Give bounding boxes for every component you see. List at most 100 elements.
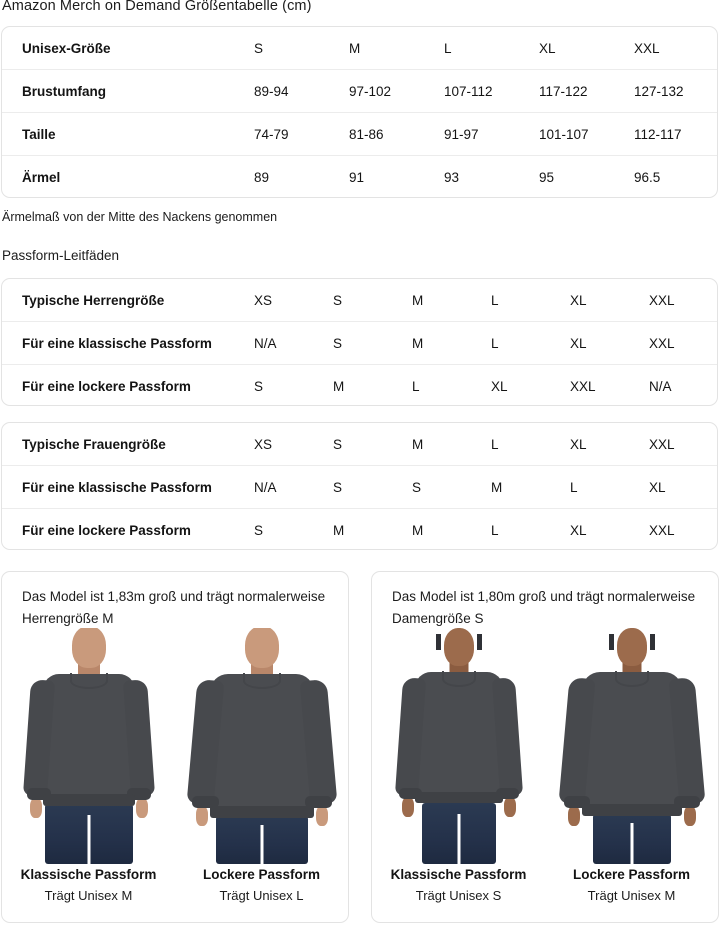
row-label-chest: Brustumfang: [2, 69, 254, 113]
row-label-waist: Taille: [2, 112, 254, 156]
cell-sleeve-s: 89: [254, 155, 349, 197]
cell-men-loose-6: N/A: [649, 364, 717, 405]
cell-men-typical-6: XXL: [649, 292, 675, 308]
cell-waist-xl: 101-107: [539, 112, 634, 156]
cell-waist-s: 74-79: [254, 112, 349, 156]
model-figures-men: [2, 628, 348, 864]
fit-label-wears: Trägt Unisex M: [44, 888, 133, 903]
model-figure-men-classic: [2, 628, 175, 864]
cell-men-typical-5: XL: [570, 292, 587, 308]
cell-men-loose-5: XXL: [570, 364, 649, 405]
cell-women-typical-5: XL: [570, 436, 587, 452]
cell-men-classic-5: XL: [570, 321, 649, 365]
measurements-size-header: XXL: [634, 40, 660, 56]
cell-waist-l: 91-97: [444, 112, 539, 156]
cell-men-classic-6: XXL: [649, 321, 717, 365]
cell-chest-m: 97-102: [349, 69, 444, 113]
measurements-size-header: M: [349, 40, 361, 56]
sleeve-measurement-note: Ärmelmaß von der Mitte des Nackens genom…: [2, 210, 278, 224]
cell-women-loose-2: M: [333, 508, 412, 549]
cell-men-loose-2: M: [333, 364, 412, 405]
cell-sleeve-xl: 95: [539, 155, 634, 197]
table-row: Typische Frauengröße XS S M L XL XXL: [2, 423, 717, 466]
model-caption-women: Das Model ist 1,80m groß und trägt norma…: [392, 589, 696, 626]
fit-label-title: Klassische Passform: [390, 867, 527, 882]
cell-women-typical-2: S: [333, 436, 343, 452]
model-figure-men-loose: [175, 628, 348, 864]
row-label-women-classic-fit: Für eine klassische Passform: [2, 465, 254, 509]
fit-label-title: Lockere Passform: [202, 867, 321, 882]
cell-sleeve-m: 91: [349, 155, 444, 197]
row-label-women-loose-fit: Für eine lockere Passform: [2, 508, 254, 549]
cell-men-typical-3: M: [412, 292, 424, 308]
cell-men-classic-2: S: [333, 321, 412, 365]
fit-label-title: Lockere Passform: [572, 867, 691, 882]
fit-label-women-loose: Lockere Passform Trägt Unisex M: [545, 864, 718, 906]
cell-men-loose-4: XL: [491, 364, 570, 405]
cell-men-typical-4: L: [491, 292, 499, 308]
table-row: Taille 74-79 81-86 91-97 101-107 112-117: [2, 112, 717, 156]
fit-labels-women: Klassische Passform Trägt Unisex S Locke…: [372, 864, 718, 906]
table-row: Für eine klassische Passform N/A S M L X…: [2, 321, 717, 365]
fit-guide-women-table: Typische Frauengröße XS S M L XL XXL Für…: [2, 423, 717, 549]
cell-women-loose-3: M: [412, 508, 491, 549]
cell-men-typical-1: XS: [254, 292, 273, 308]
fit-label-men-classic: Klassische Passform Trägt Unisex M: [2, 864, 175, 906]
table-row: Für eine lockere Passform S M M L XL XXL: [2, 508, 717, 549]
table-row: Typische Herrengröße XS S M L XL XXL: [2, 279, 717, 322]
cell-chest-xxl: 127-132: [634, 69, 717, 113]
measurements-table-card: Unisex-Größe S M L XL XXL Brustumfang 89…: [1, 26, 718, 198]
measurements-size-header: L: [444, 40, 452, 56]
page-title: Amazon Merch on Demand Größentabelle (cm…: [2, 0, 312, 14]
table-row: Für eine klassische Passform N/A S S M L…: [2, 465, 717, 509]
cell-women-classic-5: L: [570, 465, 649, 509]
cell-women-typical-1: XS: [254, 436, 273, 452]
cell-men-typical-2: S: [333, 292, 343, 308]
fit-label-wears: Trägt Unisex M: [587, 888, 676, 903]
fit-label-women-classic: Klassische Passform Trägt Unisex S: [372, 864, 545, 906]
cell-men-loose-1: S: [254, 364, 333, 405]
fit-label-title: Klassische Passform: [20, 867, 157, 882]
fit-labels-men: Klassische Passform Trägt Unisex M Locke…: [2, 864, 348, 906]
cell-women-loose-4: L: [491, 508, 570, 549]
fit-label-wears: Trägt Unisex L: [219, 888, 304, 903]
fit-guide-men-table: Typische Herrengröße XS S M L XL XXL Für…: [2, 279, 717, 405]
fit-guide-men-card: Typische Herrengröße XS S M L XL XXL Für…: [1, 278, 718, 406]
measurements-header-label: Unisex-Größe: [22, 40, 111, 56]
cell-men-classic-1: N/A: [254, 321, 333, 365]
cell-women-classic-1: N/A: [254, 465, 333, 509]
fit-guide-women-card: Typische Frauengröße XS S M L XL XXL Für…: [1, 422, 718, 550]
cell-chest-xl: 117-122: [539, 69, 634, 113]
table-row: Brustumfang 89-94 97-102 107-112 117-122…: [2, 69, 717, 113]
cell-women-classic-3: S: [412, 465, 491, 509]
fit-guides-heading: Passform-Leitfäden: [2, 248, 120, 263]
cell-women-classic-2: S: [333, 465, 412, 509]
cell-women-loose-5: XL: [570, 508, 649, 549]
measurements-size-header: XL: [539, 40, 556, 56]
model-card-men: Das Model ist 1,83m groß und trägt norma…: [1, 571, 349, 923]
row-label-men-classic-fit: Für eine klassische Passform: [2, 321, 254, 365]
table-row: Für eine lockere Passform S M L XL XXL N…: [2, 364, 717, 405]
cell-waist-m: 81-86: [349, 112, 444, 156]
cell-sleeve-l: 93: [444, 155, 539, 197]
row-label-typical-womens-size: Typische Frauengröße: [22, 436, 166, 452]
fit-label-wears: Trägt Unisex S: [415, 888, 502, 903]
cell-men-classic-3: M: [412, 321, 491, 365]
cell-women-classic-6: XL: [649, 465, 717, 509]
cell-women-typical-3: M: [412, 436, 424, 452]
cell-women-typical-4: L: [491, 436, 499, 452]
model-figure-women-loose: [545, 628, 718, 864]
cell-chest-l: 107-112: [444, 69, 539, 113]
cell-women-typical-6: XXL: [649, 436, 675, 452]
fit-label-men-loose: Lockere Passform Trägt Unisex L: [175, 864, 348, 906]
cell-women-classic-4: M: [491, 465, 570, 509]
table-row: Unisex-Größe S M L XL XXL: [2, 27, 717, 70]
cell-women-loose-6: XXL: [649, 508, 717, 549]
model-card-women: Das Model ist 1,80m groß und trägt norma…: [371, 571, 719, 923]
cell-sleeve-xxl: 96.5: [634, 155, 717, 197]
cell-men-loose-3: L: [412, 364, 491, 405]
cell-women-loose-1: S: [254, 508, 333, 549]
measurements-table: Unisex-Größe S M L XL XXL Brustumfang 89…: [2, 27, 717, 197]
model-caption-men: Das Model ist 1,83m groß und trägt norma…: [22, 589, 326, 626]
